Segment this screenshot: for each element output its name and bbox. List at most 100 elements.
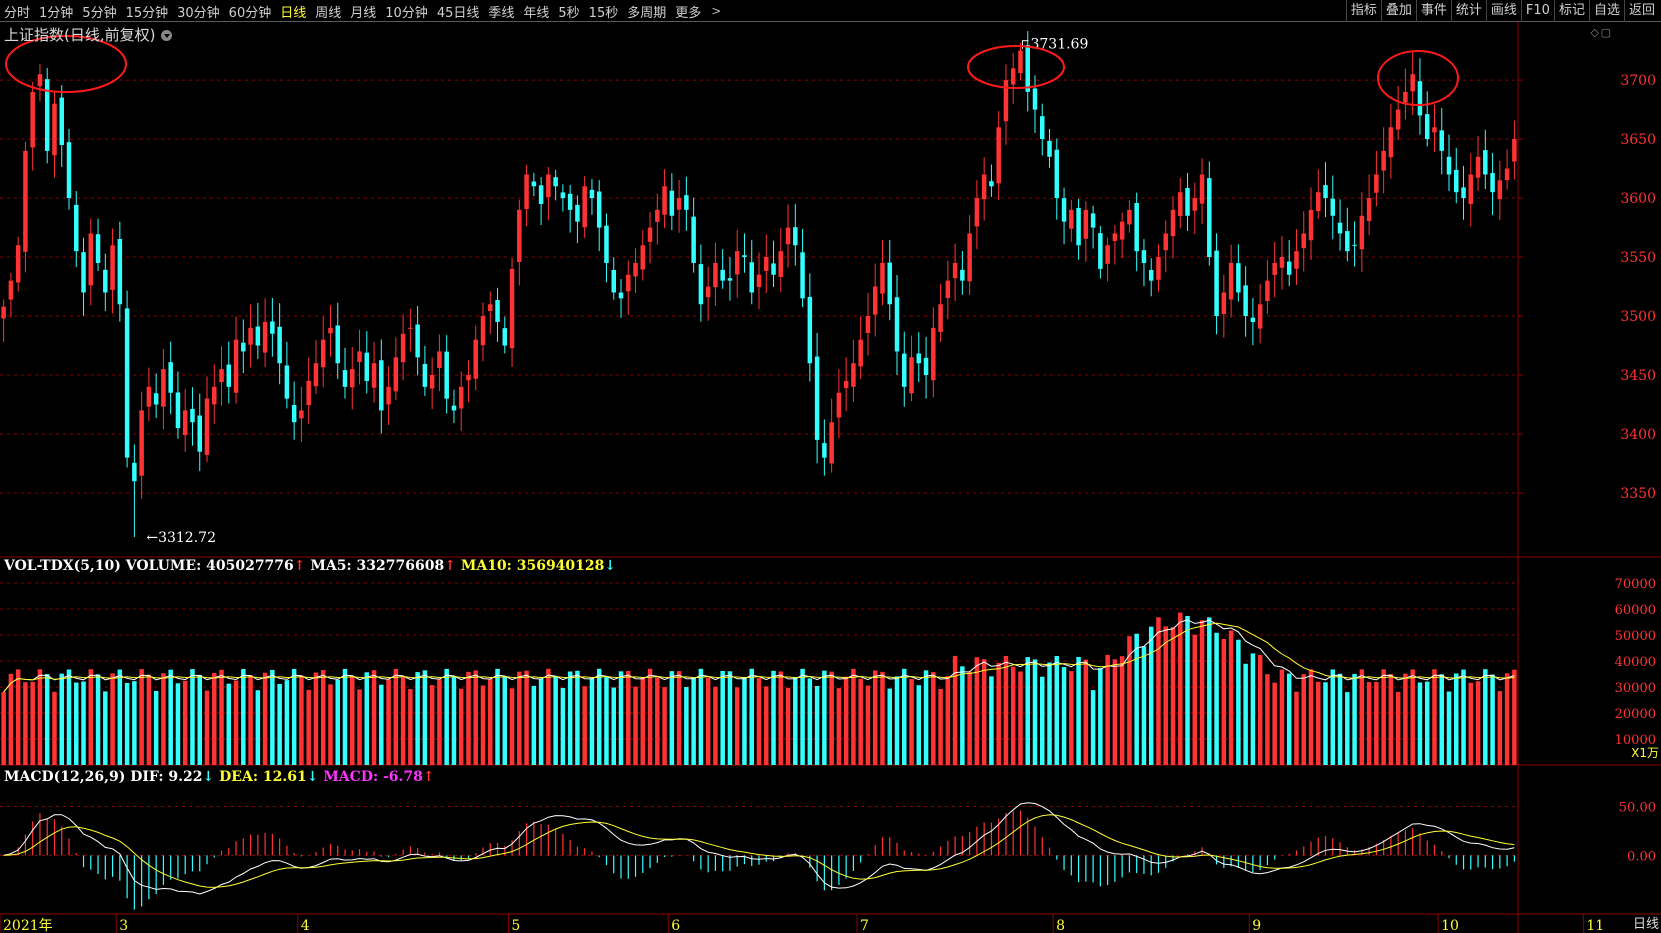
volume-bar bbox=[880, 671, 885, 765]
toolbar-action-button[interactable]: 统计 bbox=[1450, 0, 1486, 22]
candle-body bbox=[531, 181, 537, 187]
candle-body bbox=[52, 103, 57, 156]
month-label: 7 bbox=[860, 918, 869, 933]
volume-unit: X1万 bbox=[1631, 746, 1659, 760]
candle-body bbox=[1040, 116, 1045, 140]
chart-canvas[interactable]: 3350 3400 3450 3500 3550 3600 3650 3700 3731.69 ←… bbox=[0, 22, 1661, 933]
volume-bar bbox=[437, 679, 442, 765]
toolbar-action-button[interactable]: 指标 bbox=[1345, 0, 1381, 22]
period-tab[interactable]: 5分钟 bbox=[82, 5, 117, 21]
volume-bar bbox=[560, 687, 566, 765]
period-tabs: 分时 1分钟 5分钟 15分钟 30分钟 60分钟 日线 周线 月线 10分钟 45日线 季线 年线 5秒… bbox=[4, 0, 721, 22]
candle-body bbox=[793, 227, 798, 246]
volume-bar bbox=[1025, 657, 1030, 765]
dif-value: 9.22 bbox=[168, 769, 203, 785]
period-tab[interactable]: 日线 bbox=[280, 5, 307, 21]
dropdown-circle-icon[interactable] bbox=[161, 30, 173, 41]
volume-bar bbox=[88, 669, 94, 765]
period-tab[interactable]: 分时 bbox=[4, 5, 31, 21]
period-tab[interactable]: 更多 bbox=[675, 5, 702, 21]
volume-bar bbox=[335, 679, 340, 765]
candle-body bbox=[1170, 209, 1176, 237]
period-tab[interactable]: 15秒 bbox=[588, 5, 619, 21]
period-tab[interactable]: 60分钟 bbox=[228, 5, 272, 21]
month-label: 4 bbox=[301, 918, 310, 933]
volume-bar bbox=[1366, 682, 1372, 765]
period-tab[interactable]: 月线 bbox=[350, 5, 377, 21]
period-tab[interactable]: 年线 bbox=[523, 5, 550, 21]
volume-bar bbox=[662, 687, 667, 765]
candle-body bbox=[364, 352, 370, 381]
candle-body bbox=[488, 304, 493, 311]
toolbar-action-button[interactable]: F10 bbox=[1520, 0, 1554, 22]
candle-body bbox=[110, 245, 115, 290]
volume-bar bbox=[1483, 669, 1488, 765]
volume-bar bbox=[553, 676, 558, 765]
candle-body bbox=[1265, 280, 1270, 301]
candle-body bbox=[1148, 270, 1154, 281]
window-icon[interactable]: ▢ bbox=[1600, 26, 1611, 39]
volume-bar bbox=[655, 677, 660, 765]
month-label: 10 bbox=[1441, 918, 1459, 933]
candle-body bbox=[1076, 207, 1081, 246]
volume-bar bbox=[204, 690, 210, 765]
volume-bar bbox=[1337, 673, 1343, 765]
candle-body bbox=[691, 216, 696, 263]
volume-bar bbox=[81, 681, 86, 765]
chevron-right-icon[interactable]: > bbox=[711, 4, 722, 18]
period-tab[interactable]: 10分钟 bbox=[385, 5, 428, 21]
candle-body bbox=[44, 79, 50, 151]
candle-body bbox=[1461, 187, 1466, 199]
toolbar-action-button[interactable]: 画线 bbox=[1485, 0, 1521, 22]
candle-body bbox=[872, 286, 878, 315]
volume-bar bbox=[488, 678, 493, 765]
volume-bar bbox=[1185, 616, 1190, 765]
volume-bar bbox=[66, 669, 72, 765]
candle-body bbox=[1345, 231, 1350, 252]
candle-body bbox=[1454, 169, 1459, 193]
chart-title-text: 上证指数(日线,前复权) bbox=[4, 26, 156, 44]
toolbar-action-button[interactable]: 叠加 bbox=[1380, 0, 1416, 22]
toolbar-action-button[interactable]: 返回 bbox=[1623, 0, 1659, 22]
toolbar-action-button[interactable]: 自选 bbox=[1588, 0, 1624, 22]
period-tab[interactable]: 30分钟 bbox=[177, 5, 220, 21]
period-tab[interactable]: 季线 bbox=[488, 5, 515, 21]
candle-body bbox=[1018, 50, 1023, 74]
candle-body bbox=[1192, 198, 1198, 211]
toolbar-action-button[interactable]: 事件 bbox=[1415, 0, 1451, 22]
volume-bar bbox=[277, 684, 282, 765]
volume-bar bbox=[502, 676, 508, 765]
period-tab[interactable]: 45日线 bbox=[436, 5, 480, 21]
period-tab[interactable]: 5秒 bbox=[558, 5, 580, 21]
toolbar-action-button[interactable]: 标记 bbox=[1553, 0, 1589, 22]
period-tab[interactable]: 多周期 bbox=[627, 5, 667, 21]
candle-body bbox=[502, 328, 508, 346]
candle-body bbox=[960, 269, 965, 281]
candle-body bbox=[1069, 209, 1074, 229]
candle-body bbox=[967, 233, 972, 282]
volume-bar bbox=[357, 689, 362, 765]
candle-body bbox=[226, 364, 232, 387]
volume-bar bbox=[1134, 633, 1139, 765]
volume-bar bbox=[931, 672, 936, 765]
volume-bar bbox=[1330, 669, 1336, 765]
candle-body bbox=[1316, 192, 1321, 212]
period-tab[interactable]: 1分钟 bbox=[39, 5, 74, 21]
volume-tick-label: 50000 bbox=[1615, 629, 1656, 644]
volume-bar bbox=[59, 673, 64, 765]
candle-body bbox=[190, 408, 195, 423]
price-tick-label: 3500 bbox=[1620, 309, 1656, 325]
period-tab[interactable]: 15分钟 bbox=[125, 5, 169, 21]
volume-bar bbox=[495, 668, 500, 765]
candle-body bbox=[509, 268, 515, 349]
volume-bar bbox=[1316, 681, 1321, 765]
candle-body bbox=[778, 251, 784, 277]
candle-body bbox=[938, 304, 943, 332]
candle-body bbox=[836, 392, 842, 418]
period-tab[interactable]: 周线 bbox=[315, 5, 342, 21]
volume-bar bbox=[393, 668, 399, 765]
candle-body bbox=[1512, 139, 1517, 162]
volume-bar bbox=[509, 688, 515, 765]
diamond-icon[interactable]: ◇ bbox=[1590, 26, 1599, 39]
volume-bar bbox=[1345, 692, 1350, 765]
